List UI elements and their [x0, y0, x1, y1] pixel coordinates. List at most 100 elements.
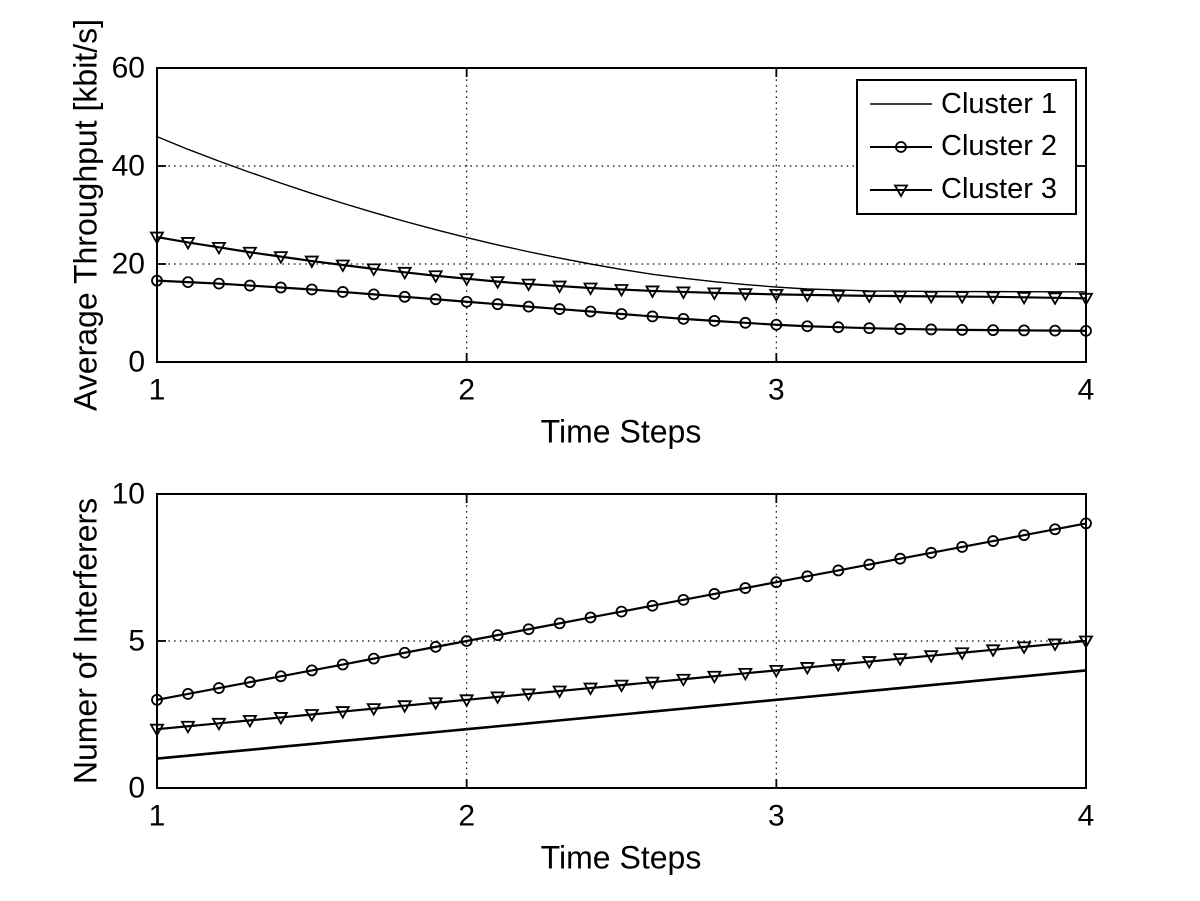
triangle-down-marker — [521, 688, 537, 702]
circle-marker — [708, 588, 721, 600]
x-tick-label: 1 — [149, 800, 166, 833]
legend: Cluster 1 Cluster 2 Cluster 3 — [856, 79, 1077, 215]
top-chart-x-axis-label: Time Steps — [540, 413, 702, 450]
circle-marker — [553, 303, 566, 315]
triangle-down-marker — [582, 282, 599, 296]
x-tick-label: 1 — [149, 374, 166, 407]
circle-marker — [987, 324, 999, 337]
circle-marker — [460, 635, 473, 647]
legend-item-cluster-3: Cluster 3 — [868, 173, 1075, 206]
y-tick-label: 0 — [128, 772, 145, 805]
triangle-down-marker — [1016, 641, 1032, 655]
circle-marker — [770, 576, 783, 589]
triangle-down-marker — [242, 246, 258, 261]
circle-marker — [429, 640, 442, 653]
triangle-down-marker — [366, 263, 382, 277]
triangle-down-marker — [552, 685, 568, 699]
triangle-down-marker — [582, 682, 599, 696]
top-chart-y-axis-label: Average Throughput [kbit/s] — [67, 19, 104, 411]
triangle-down-marker — [552, 280, 568, 294]
y-tick-label: 10 — [112, 478, 145, 511]
circle-marker — [832, 321, 845, 334]
triangle-down-marker — [242, 714, 258, 729]
circle-marker — [1018, 529, 1030, 542]
triangle-down-marker — [211, 241, 227, 256]
triangle-down-marker — [273, 712, 289, 726]
triangle-down-marker — [768, 664, 784, 679]
circle-marker — [305, 664, 318, 677]
circle-marker — [895, 141, 907, 153]
triangle-down-marker — [893, 184, 909, 198]
triangle-down-marker — [1078, 635, 1094, 649]
circle-marker — [708, 314, 721, 327]
triangle-down-marker — [211, 717, 227, 732]
circle-marker — [553, 617, 566, 630]
y-tick-label: 5 — [128, 625, 145, 658]
series-line-cluster-2 — [156, 279, 1087, 332]
triangle-down-marker — [1016, 291, 1032, 306]
triangle-down-marker — [892, 290, 908, 304]
circle-marker — [1049, 324, 1061, 337]
circle-marker — [646, 310, 659, 323]
circle-marker — [305, 283, 318, 296]
triangle-down-marker — [799, 662, 815, 676]
triangle-down-marker — [613, 284, 630, 298]
circle-marker — [863, 558, 876, 571]
circle-marker — [336, 286, 349, 298]
circle-marker — [274, 670, 287, 683]
circle-marker — [491, 298, 504, 311]
legend-label: Cluster 1 — [941, 87, 1058, 120]
circle-marker — [151, 274, 163, 287]
circle-marker — [213, 682, 225, 694]
bottom-chart-x-axis-label: Time Steps — [540, 839, 702, 876]
triangle-down-marker — [644, 676, 661, 690]
circle-marker — [367, 652, 380, 665]
plot-background — [157, 494, 1086, 788]
triangle-down-marker — [1078, 292, 1094, 307]
triangle-down-marker — [737, 667, 753, 682]
triangle-down-marker — [428, 697, 444, 711]
triangle-down-marker — [985, 644, 1001, 658]
series-line-cluster-3 — [156, 235, 1087, 300]
legend-triangle-down-sample — [870, 184, 932, 198]
triangle-down-marker — [490, 691, 506, 705]
circle-marker — [398, 646, 411, 659]
triangle-down-marker — [954, 291, 970, 305]
triangle-down-marker — [799, 289, 815, 303]
circle-marker — [429, 293, 442, 306]
triangle-down-marker — [861, 656, 877, 670]
circle-marker — [398, 290, 411, 303]
triangle-down-marker — [892, 653, 908, 667]
triangle-down-marker — [768, 288, 784, 303]
triangle-down-marker — [923, 290, 939, 305]
triangle-down-marker — [304, 255, 320, 269]
circle-marker — [213, 277, 225, 290]
legend-line-sample — [870, 103, 932, 106]
triangle-down-marker — [706, 670, 722, 685]
triangle-down-marker — [737, 288, 753, 302]
circle-marker — [801, 570, 814, 583]
circle-marker — [460, 295, 473, 308]
circle-marker — [1080, 517, 1092, 530]
x-tick-label: 2 — [458, 374, 475, 407]
triangle-down-marker — [459, 273, 475, 287]
circle-marker — [925, 323, 938, 336]
circle-marker — [522, 623, 535, 636]
triangle-down-marker — [304, 709, 320, 723]
x-tick-label: 4 — [1078, 374, 1095, 407]
triangle-down-marker — [366, 703, 382, 717]
bottom-chart-plot-area: 1 2 3 4 0 5 10 — [112, 478, 1095, 833]
series-line-cluster-3 — [156, 639, 1087, 731]
triangle-down-marker — [335, 706, 351, 720]
circle-marker — [1018, 324, 1030, 337]
y-tick-label: 60 — [112, 52, 145, 85]
circle-marker — [832, 564, 845, 577]
triangle-down-marker — [180, 237, 196, 251]
circle-marker — [1080, 324, 1092, 337]
axes-border — [156, 67, 1087, 363]
circle-marker — [615, 308, 628, 320]
triangle-down-marker — [954, 647, 970, 661]
circle-marker — [182, 688, 194, 700]
